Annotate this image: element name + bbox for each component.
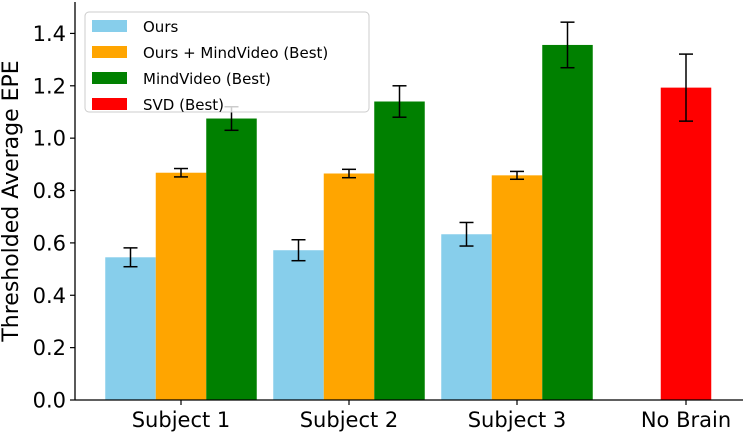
x-tick-label: Subject 2 — [300, 408, 399, 432]
x-tick-label: Subject 1 — [132, 408, 231, 432]
y-tick-label: 0.6 — [33, 231, 66, 255]
bar-ours-mindvideo-best--subject-1 — [155, 172, 207, 400]
legend-label: Ours + MindVideo (Best) — [143, 44, 328, 62]
bar-mindvideo-best--subject-1 — [206, 118, 257, 400]
y-axis-title: Thresholded Average EPE — [0, 60, 24, 342]
error-bar — [291, 239, 306, 262]
error-bar — [174, 167, 188, 178]
legend-label: SVD (Best) — [143, 96, 224, 114]
y-tick-label: 1.0 — [33, 127, 66, 151]
y-tick-label: 0.2 — [33, 336, 66, 360]
error-bar — [560, 21, 575, 69]
y-tick-label: 0.8 — [33, 179, 66, 203]
error-bar — [342, 168, 356, 179]
x-tick-label: Subject 3 — [468, 408, 567, 432]
error-bar — [392, 85, 407, 118]
y-tick-label: 1.4 — [33, 22, 66, 46]
legend-swatch — [92, 98, 127, 110]
error-bar — [123, 247, 138, 268]
bar-ours-subject-1 — [105, 257, 156, 400]
bar-svd-best--no-brain — [660, 87, 712, 400]
bar-mindvideo-best--subject-3 — [542, 44, 593, 400]
x-tick-label: No Brain — [641, 408, 731, 432]
y-tick-label: 1.2 — [33, 74, 66, 98]
error-bar — [679, 53, 693, 122]
legend-swatch — [92, 46, 127, 58]
bar-ours-mindvideo-best--subject-2 — [323, 173, 375, 400]
y-tick-label: 0.0 — [33, 389, 66, 413]
legend-swatch — [92, 20, 127, 32]
legend-label: MindVideo (Best) — [143, 70, 271, 88]
y-tick-label: 0.4 — [33, 284, 66, 308]
legend-swatch — [92, 72, 127, 84]
bar-ours-subject-2 — [273, 250, 324, 400]
error-bar — [459, 221, 474, 247]
bar-ours-mindvideo-best--subject-3 — [491, 175, 543, 400]
axes: 0.0 0.2 0.4 0.6 0.8 1.0 1.2 1.4 Subject 1 Subject… — [33, 2, 743, 432]
error-bar — [510, 170, 524, 181]
bar-ours-subject-3 — [441, 234, 492, 400]
bar-mindvideo-best--subject-2 — [374, 101, 425, 400]
bars — [105, 21, 712, 400]
legend: Ours Ours + MindVideo (Best) MindVideo (Be… — [84, 11, 370, 114]
legend-label: Ours — [143, 18, 178, 36]
